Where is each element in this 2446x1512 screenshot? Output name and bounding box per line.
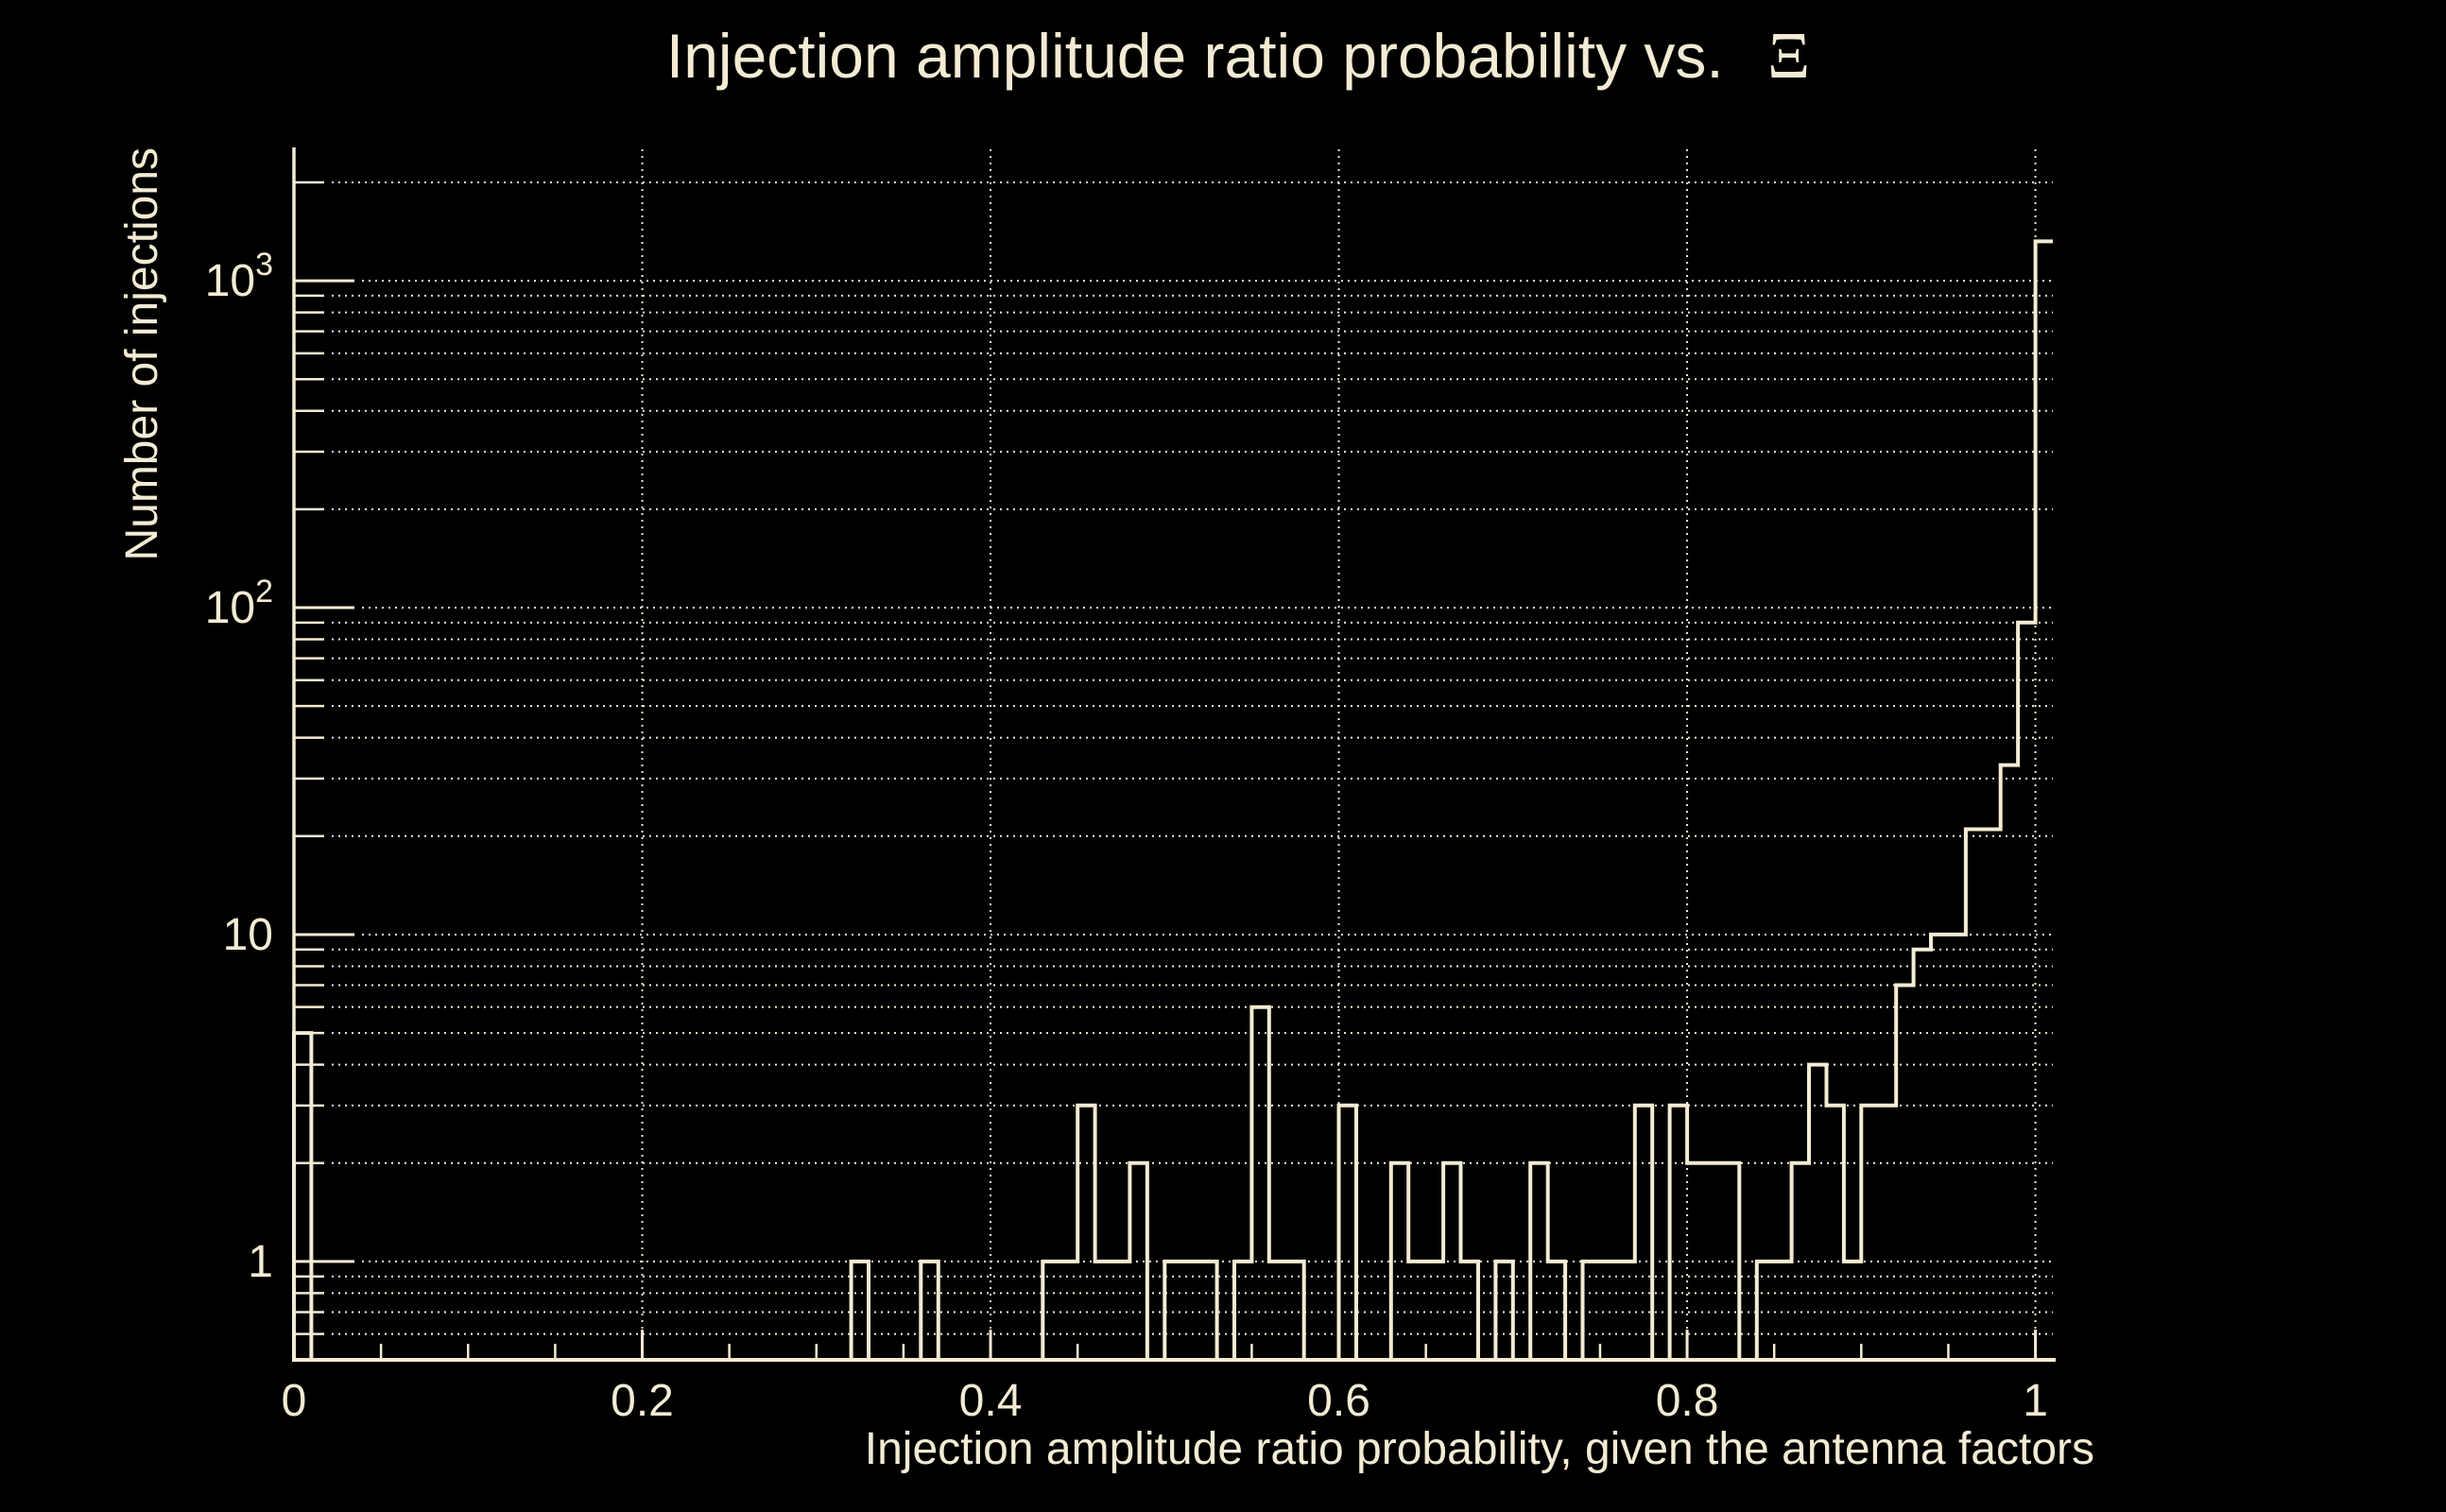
x-tick-label: 0.6 bbox=[1307, 1376, 1370, 1426]
x-tick-label: 0.8 bbox=[1656, 1376, 1719, 1426]
y-tick-label-1000: 103 bbox=[205, 247, 273, 306]
y-axis-title: Number of injections bbox=[117, 147, 167, 561]
x-tick-label: 0.2 bbox=[611, 1376, 674, 1426]
gridlines-layer bbox=[332, 149, 2053, 1360]
y-tick-label-10: 10 bbox=[223, 910, 273, 960]
chart-title-text: Injection amplitude ratio probability vs… bbox=[666, 21, 1724, 91]
histogram-path bbox=[292, 239, 2053, 1362]
x-tick-label: 0.4 bbox=[959, 1376, 1023, 1426]
x-tick-label: 1 bbox=[2023, 1376, 2048, 1426]
ticks-layer bbox=[292, 180, 2038, 1360]
x-tick-labels-layer: 0 0.2 0.4 0.6 0.8 1 bbox=[282, 1376, 2048, 1426]
x-tick-label: 0 bbox=[282, 1376, 307, 1426]
xi-symbol: Ξ bbox=[1767, 20, 1810, 93]
histogram-layer bbox=[292, 239, 2053, 1362]
x-axis-title: Injection amplitude ratio probability, g… bbox=[865, 1424, 2094, 1474]
chart-title: Injection amplitude ratio probability vs… bbox=[666, 20, 1810, 93]
y-tick-label-100: 102 bbox=[205, 574, 273, 633]
y-tick-label-1: 1 bbox=[248, 1237, 273, 1287]
